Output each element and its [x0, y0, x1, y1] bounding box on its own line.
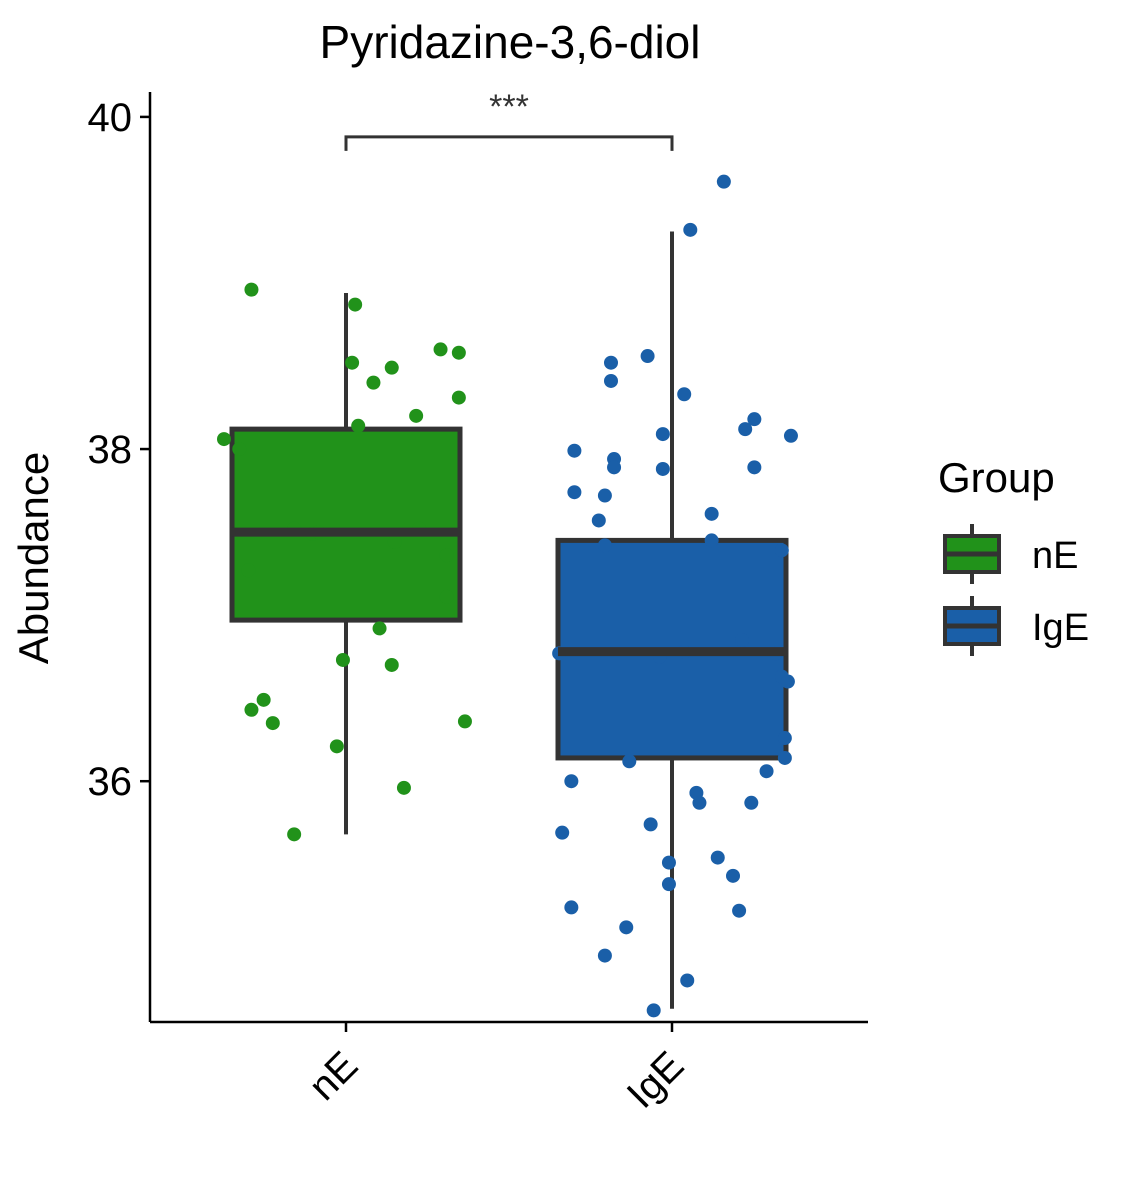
box	[229, 426, 463, 623]
data-point	[329, 739, 344, 754]
data-point	[780, 674, 795, 689]
data-point	[384, 657, 399, 672]
chart-title: Pyridazine-3,6-diol	[320, 16, 701, 68]
data-point	[409, 408, 424, 423]
data-point	[287, 827, 302, 842]
data-point	[619, 920, 634, 935]
data-point	[387, 535, 402, 550]
data-point	[777, 731, 792, 746]
data-point	[735, 633, 750, 648]
significance-bracket	[344, 135, 674, 151]
legend-title: Group	[938, 454, 1055, 501]
data-point	[646, 1003, 661, 1018]
data-point	[567, 443, 582, 458]
data-point	[680, 973, 695, 988]
data-point	[738, 422, 753, 437]
data-point	[564, 900, 579, 915]
data-point	[345, 355, 360, 370]
data-point	[564, 774, 579, 789]
data-point	[351, 418, 366, 433]
data-point	[640, 349, 655, 364]
data-point	[710, 850, 725, 865]
data-point	[744, 795, 759, 810]
y-tick-label: 36	[88, 760, 133, 804]
data-point	[372, 621, 387, 636]
data-point	[683, 222, 698, 237]
data-point	[567, 485, 582, 500]
data-point	[643, 817, 658, 832]
data-point	[335, 652, 350, 667]
y-axis-label: Abundance	[10, 452, 57, 665]
data-point	[607, 460, 622, 475]
legend-label: IgE	[1032, 607, 1089, 649]
data-point	[591, 513, 606, 528]
legend-label: nE	[1032, 535, 1078, 577]
data-point	[597, 948, 612, 963]
data-point	[433, 342, 448, 357]
data-point	[604, 373, 618, 388]
significance-label: ***	[489, 88, 529, 126]
data-point	[439, 589, 454, 604]
data-point	[692, 795, 707, 810]
data-point	[747, 412, 762, 427]
data-point	[716, 174, 731, 189]
data-point	[348, 297, 363, 312]
data-point	[604, 355, 618, 370]
y-tick-label: 38	[88, 428, 133, 472]
data-point	[241, 563, 256, 578]
data-point	[655, 461, 670, 476]
data-point	[451, 345, 466, 360]
data-point	[457, 714, 472, 729]
data-point	[747, 460, 762, 475]
data-point	[661, 855, 676, 870]
data-point	[256, 692, 271, 707]
data-point	[622, 754, 637, 769]
data-point	[597, 538, 612, 553]
data-point	[244, 702, 259, 717]
data-point	[661, 877, 676, 892]
data-point	[774, 543, 789, 558]
x-tick-label: nE	[301, 1043, 367, 1109]
data-point	[777, 750, 792, 765]
data-point	[704, 506, 719, 521]
y-tick-label: 40	[88, 96, 133, 140]
data-point	[439, 548, 454, 563]
data-point	[783, 428, 798, 443]
data-point	[704, 533, 719, 548]
x-tick-label: IgE	[619, 1043, 693, 1117]
data-point	[759, 764, 774, 779]
data-point	[265, 716, 280, 731]
data-point	[366, 375, 381, 390]
data-point	[677, 387, 692, 402]
data-point	[732, 903, 747, 918]
data-point	[726, 868, 740, 883]
data-point	[396, 780, 411, 795]
data-point	[597, 488, 612, 503]
data-point	[451, 390, 466, 405]
data-point	[555, 825, 570, 840]
data-point	[217, 432, 231, 447]
data-point	[244, 282, 259, 297]
data-point	[384, 360, 399, 375]
data-point	[655, 427, 670, 442]
data-point	[232, 442, 247, 457]
